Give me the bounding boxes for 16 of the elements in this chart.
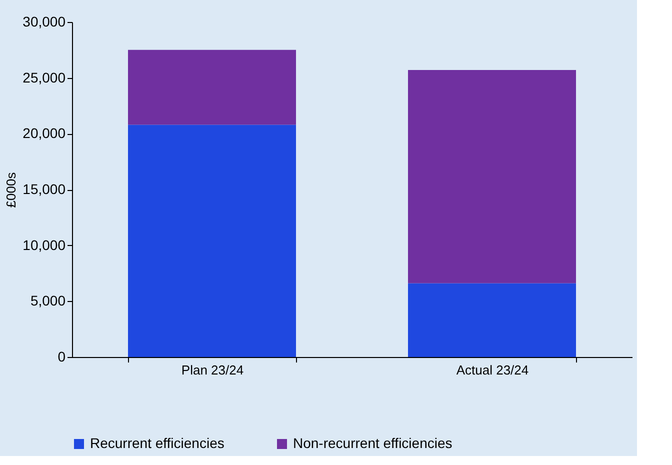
bar [128,124,296,357]
y-tick-label: 15,000 [22,181,66,197]
y-tick-label: 25,000 [22,69,66,86]
legend-label: Recurrent efficiencies [90,435,224,451]
bar [128,50,296,125]
bar [408,283,576,357]
x-tick-label: Plan 23/24 [181,362,244,378]
bar [408,70,576,284]
y-tick-label: 20,000 [22,125,66,142]
y-tick-label: 0 [58,348,66,364]
x-tick-label: Actual 23/24 [456,362,529,378]
y-tick-label: 30,000 [22,14,66,30]
y-tick-label: 5,000 [30,292,66,309]
y-tick-label: 10,000 [22,236,66,253]
legend-label: Non-recurrent efficiencies [293,435,452,451]
y-axis-title: £000s [4,172,19,208]
